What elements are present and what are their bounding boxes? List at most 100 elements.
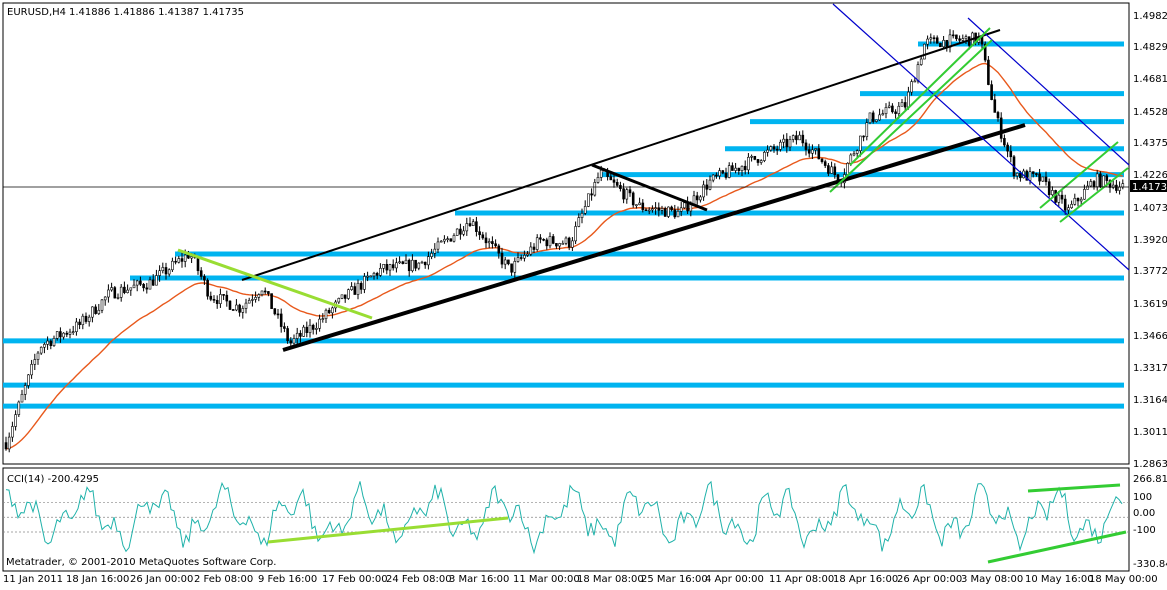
candle-body [555, 243, 558, 247]
candle-body [670, 206, 673, 211]
candle-body [478, 231, 481, 236]
candle-body [814, 148, 817, 151]
candle-body [177, 258, 181, 263]
candle-body [443, 238, 446, 242]
candle-body [327, 309, 331, 314]
candle-body [257, 294, 261, 298]
candle-body [484, 237, 488, 244]
candle-body [244, 302, 248, 309]
candle-body [647, 209, 651, 212]
candle-body [743, 165, 747, 171]
candle-body [631, 192, 635, 206]
candle-body [708, 179, 712, 190]
candle-body [75, 321, 78, 332]
candle-body [155, 275, 158, 286]
candle-body [1019, 172, 1022, 179]
candle-body [215, 299, 219, 304]
candle-body [417, 262, 421, 269]
candle-body [907, 91, 910, 108]
candle-body [1121, 183, 1125, 188]
candle-body [1035, 173, 1038, 175]
candle-body [353, 286, 357, 295]
candle-body [388, 264, 392, 271]
candle-body [513, 261, 517, 273]
date-tick: 4 Apr 00:00 [705, 574, 764, 585]
candle-body [209, 295, 213, 300]
candle-body [955, 34, 958, 40]
candle-body [689, 204, 693, 212]
candle-body [315, 327, 318, 330]
candle-body [231, 309, 235, 311]
candle-body [305, 326, 309, 333]
candle-body [599, 169, 603, 178]
candle-body [481, 234, 485, 239]
candle-body [132, 284, 136, 289]
cci-panel[interactable] [2, 467, 1130, 572]
candle-body [731, 165, 734, 171]
candle-body [875, 119, 878, 122]
candle-body [807, 149, 811, 154]
candle-body [542, 238, 545, 241]
candle-body [1092, 181, 1096, 188]
candle-body [753, 155, 757, 160]
candle-body [142, 284, 145, 289]
candle-body [795, 135, 798, 141]
candle-body [279, 313, 283, 327]
candle-body [151, 279, 155, 286]
candle-body [183, 254, 187, 262]
candle-body [436, 241, 440, 250]
candle-body [855, 150, 859, 154]
horizontal-levels [3, 41, 1124, 409]
candle-body [990, 84, 993, 101]
date-tick: 18 Jan 16:00 [66, 574, 129, 585]
candle-body [1089, 181, 1093, 187]
candle-body [295, 332, 299, 339]
candle-body [1015, 172, 1019, 177]
candle-body [235, 304, 238, 311]
candle-body [951, 34, 955, 37]
candle-body [1063, 198, 1067, 211]
candle-body [87, 316, 91, 322]
price-tick: 1.37720 [1133, 266, 1167, 277]
candle-body [94, 306, 97, 314]
candle-body [961, 38, 965, 41]
candle-body [52, 337, 56, 346]
candle-body [999, 117, 1003, 139]
candle-body [785, 138, 789, 148]
candle-body [1105, 175, 1109, 181]
date-tick: 3 May 08:00 [961, 574, 1023, 585]
candle-body [683, 202, 686, 209]
candle-body [158, 270, 161, 276]
candle-body [119, 286, 123, 298]
candle-body [471, 221, 475, 226]
candle-body [871, 112, 875, 122]
candle-body [164, 267, 168, 275]
candle-body [654, 207, 657, 210]
candle-body [827, 165, 830, 174]
candle-body [350, 286, 353, 290]
date-tick: 18 Apr 16:00 [833, 574, 898, 585]
price-tick: 1.40735 [1133, 203, 1167, 214]
candle-body [91, 306, 94, 318]
candle-body [772, 146, 776, 150]
candle-body [286, 328, 289, 342]
candle-body [324, 309, 328, 319]
candle-body [161, 267, 165, 272]
candle-body [657, 207, 661, 211]
candle-body [983, 43, 987, 61]
candle-body [222, 294, 225, 296]
candle-body [321, 318, 325, 320]
candle-body [638, 202, 641, 205]
cci-tick: 100 [1133, 492, 1152, 503]
price-axis: 1.49820 1.48295 1.46810 1.45280 1.43750 … [1133, 11, 1167, 470]
price-panel[interactable] [2, 2, 1130, 465]
candle-body [769, 146, 773, 151]
candle-body [763, 152, 766, 161]
candle-body [667, 206, 670, 217]
candle-body [148, 279, 152, 290]
candle-body [1060, 194, 1064, 200]
candle-body [782, 138, 785, 143]
candle-body [923, 43, 926, 60]
candle-body [331, 307, 334, 314]
